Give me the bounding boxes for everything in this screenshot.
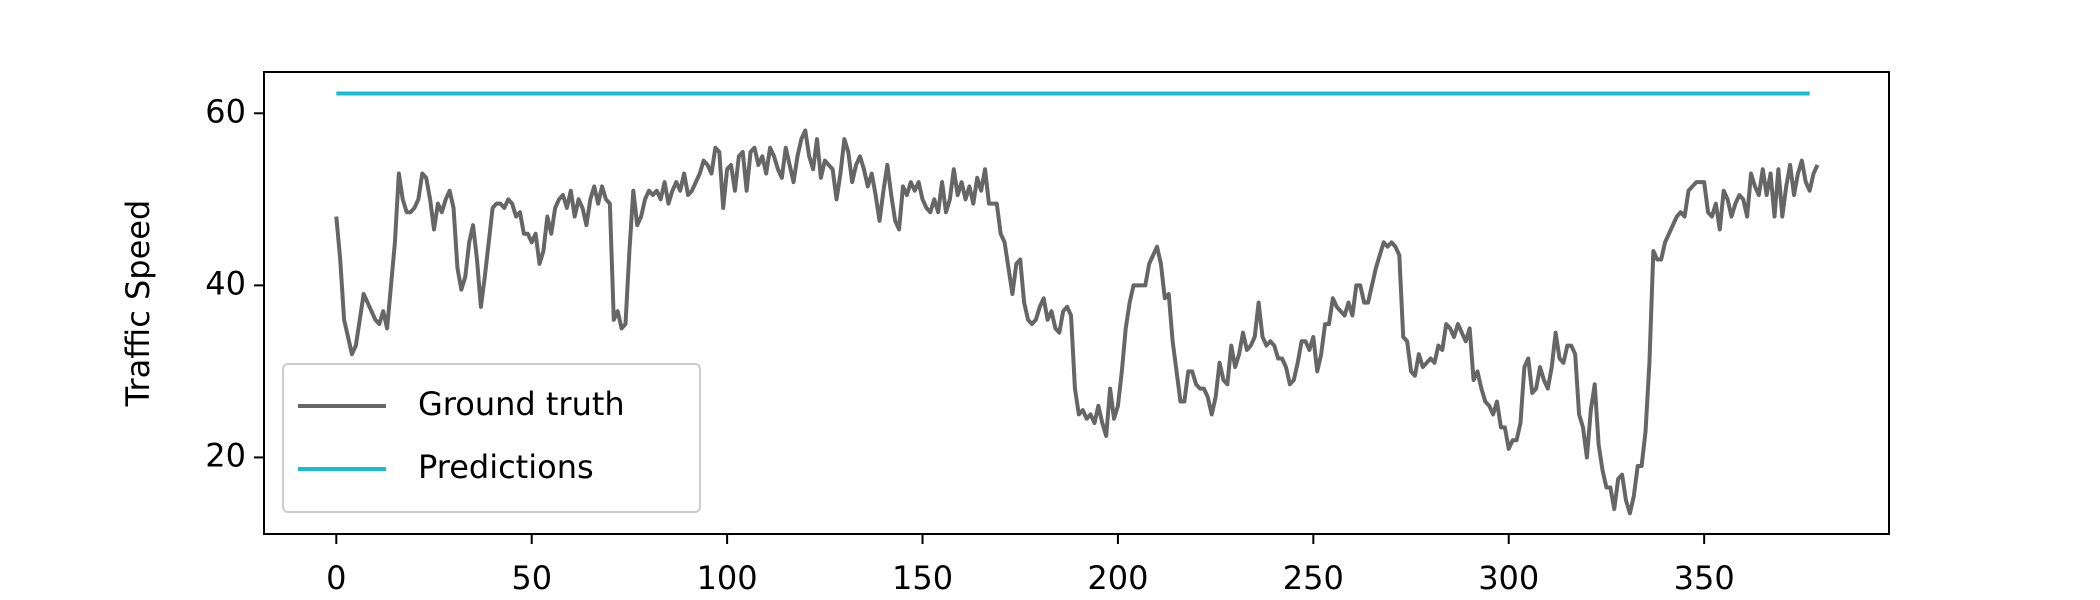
y-tick-label: 20	[205, 436, 246, 474]
legend-label: Ground truth	[418, 385, 625, 423]
x-tick-label: 150	[892, 559, 953, 597]
x-tick-label: 300	[1478, 559, 1539, 597]
x-tick-label: 350	[1674, 559, 1735, 597]
x-tick-label: 50	[511, 559, 552, 597]
x-tick-label: 250	[1283, 559, 1344, 597]
y-axis-label: Traffic Speed	[119, 200, 157, 408]
x-tick-label: 100	[697, 559, 758, 597]
x-tick-label: 200	[1087, 559, 1148, 597]
legend-box	[282, 363, 701, 513]
plot-frame	[263, 71, 1890, 535]
series-line	[334, 128, 1820, 516]
x-tick-label: 0	[326, 559, 346, 597]
y-tick-label: 40	[205, 264, 246, 302]
y-tick-label: 60	[205, 92, 246, 130]
legend-label: Predictions	[418, 448, 594, 486]
